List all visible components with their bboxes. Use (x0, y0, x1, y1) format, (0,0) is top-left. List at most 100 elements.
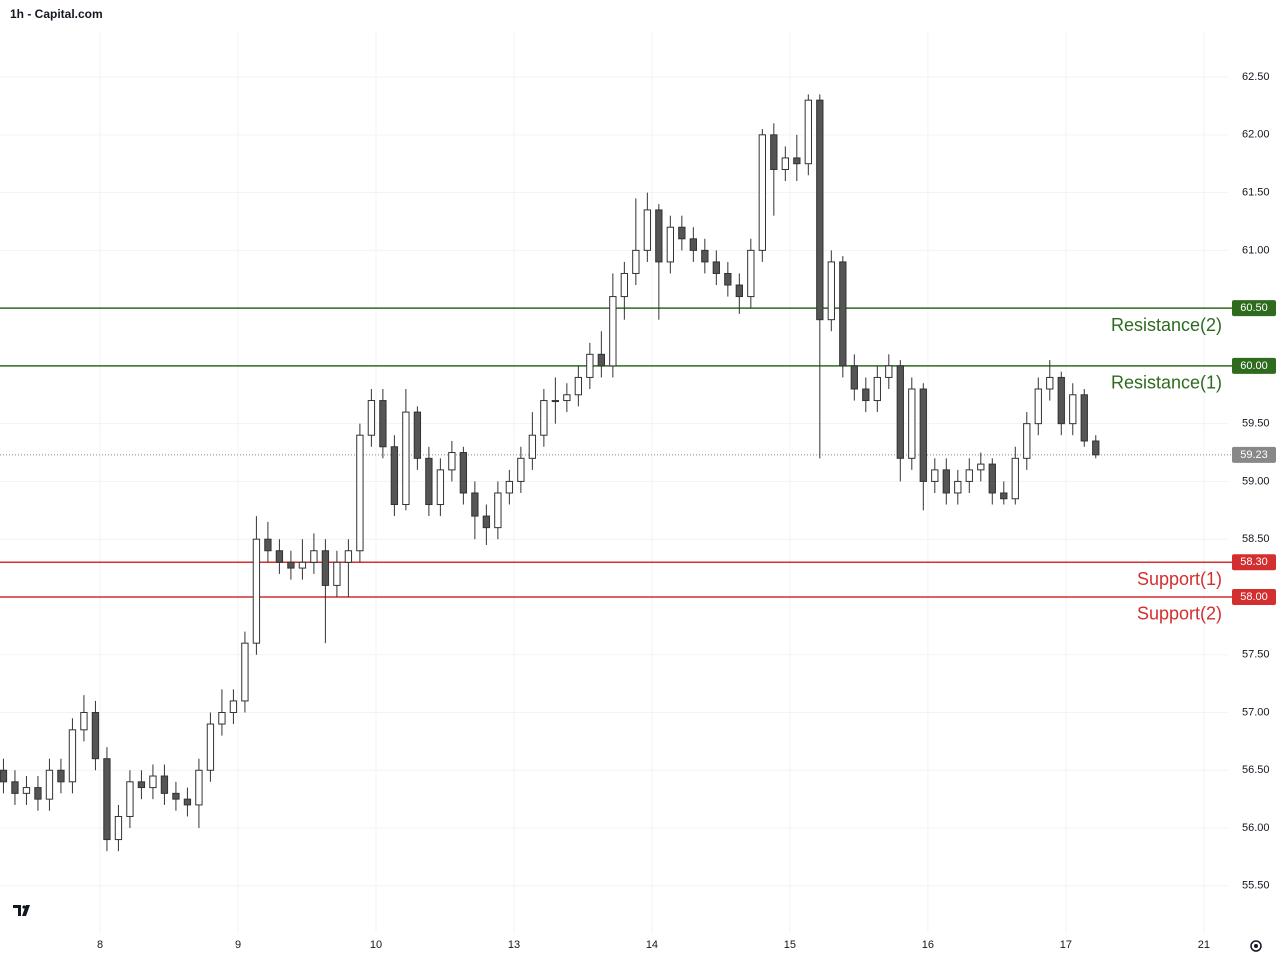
candle-body (471, 492, 479, 517)
candle-body (747, 249, 755, 298)
candle-body (34, 787, 42, 800)
candle-body (390, 446, 399, 506)
candle-body (873, 376, 881, 402)
candle-body (1023, 423, 1031, 459)
candle-body (218, 711, 226, 725)
candle-body (275, 550, 284, 563)
candle-body (80, 711, 88, 731)
candle-body (666, 226, 675, 263)
candle-body (689, 238, 697, 251)
candle-body (632, 249, 640, 274)
candle-body (114, 815, 123, 841)
candle-body (735, 284, 743, 298)
candle-body (839, 261, 847, 367)
candle-body (183, 798, 192, 806)
y-tick-label: 62.00 (1242, 129, 1270, 141)
candle-body (551, 400, 560, 403)
candle-body (609, 296, 617, 367)
x-tick-label: 9 (235, 939, 241, 951)
candle-body (229, 700, 238, 713)
candle-body (252, 538, 261, 644)
candle-body (528, 434, 537, 459)
candle-body (1034, 388, 1042, 425)
candle-body (0, 769, 8, 783)
candle-body (758, 134, 766, 251)
level-tag (1232, 300, 1276, 317)
candle-body (413, 411, 422, 459)
candle-body (298, 561, 307, 569)
candle-body (402, 411, 410, 506)
candle-body (241, 642, 249, 702)
level-tag (1232, 357, 1276, 374)
candle-body (287, 561, 295, 569)
x-tick-label: 16 (922, 939, 934, 951)
y-tick-label: 59.50 (1242, 418, 1270, 430)
candle-body (356, 434, 364, 552)
candle-body (68, 729, 77, 783)
candle-body (724, 272, 732, 286)
candle-body (344, 550, 353, 563)
candle-body (781, 157, 789, 170)
candle-body (643, 209, 652, 251)
candle-body (827, 261, 835, 321)
candle-body (494, 492, 502, 529)
candle-body (931, 469, 939, 482)
candle-body (195, 769, 203, 806)
candle-body (597, 353, 606, 367)
candle-body (45, 769, 54, 800)
level-tag-label: 60.00 (1240, 360, 1268, 372)
candle-body (988, 463, 996, 494)
y-tick-label: 56.00 (1242, 822, 1270, 834)
candle-body (367, 400, 376, 436)
candle-body (448, 452, 456, 471)
level-name: Support(1) (1137, 569, 1222, 589)
candle-body (850, 365, 858, 390)
candle-body (436, 469, 445, 506)
candle-body (678, 226, 686, 240)
x-tick-label: 8 (97, 939, 103, 951)
candle-body (22, 787, 31, 794)
candle-body (712, 261, 720, 274)
candle-body (310, 550, 318, 563)
candle-body (942, 469, 950, 494)
candle-body (574, 376, 583, 396)
settings-icon[interactable] (1250, 940, 1262, 952)
candle-body (804, 99, 812, 165)
candle-body (655, 209, 663, 263)
y-tick-label: 61.50 (1242, 186, 1270, 198)
candle-body (620, 272, 629, 298)
x-tick-label: 17 (1060, 939, 1072, 951)
y-tick-label: 55.50 (1242, 880, 1270, 892)
tv-logo (13, 905, 30, 916)
candle-body (126, 781, 134, 817)
y-tick-label: 62.50 (1242, 71, 1270, 83)
candle-body (425, 457, 433, 506)
level-name: Resistance(1) (1111, 373, 1222, 393)
level-tag (1232, 588, 1276, 605)
candle-body (57, 769, 65, 783)
candle-body (505, 480, 514, 494)
level-tag (1232, 554, 1276, 571)
candle-body (264, 538, 272, 552)
candle-body (459, 452, 468, 494)
candle-body (482, 515, 491, 529)
candle-body (1092, 440, 1100, 456)
candle-body (540, 400, 548, 436)
candle-body (160, 775, 169, 794)
last-price-tag (1232, 446, 1276, 463)
candle-body (1046, 376, 1054, 390)
candle-body (321, 550, 330, 586)
level-tag-label: 58.30 (1240, 556, 1268, 568)
x-tick-label: 15 (784, 939, 796, 951)
candle-body (586, 353, 594, 378)
candle-body (862, 388, 870, 402)
candle-body (885, 365, 893, 378)
candle-body (908, 388, 916, 459)
y-tick-label: 59.00 (1242, 475, 1270, 487)
candle-body (816, 99, 824, 321)
candle-body (1000, 492, 1008, 500)
candle-body (1069, 394, 1077, 425)
candle-body (793, 157, 801, 165)
candle-body (1057, 376, 1065, 425)
